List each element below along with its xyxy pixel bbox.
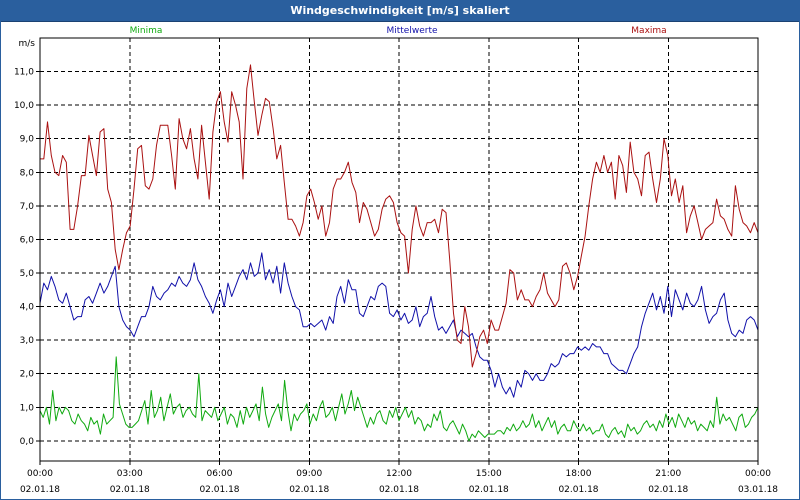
y-tick-label: 10,0 — [14, 101, 34, 111]
y-tick-label: 2,0 — [20, 370, 35, 380]
y-tick-label: 11,0 — [14, 68, 34, 78]
window-titlebar: Windgeschwindigkeit [m/s] skaliert — [0, 0, 800, 22]
series-line-mittelwerte — [39, 252, 759, 398]
y-tick-label: 1,0 — [20, 403, 35, 413]
window-title: Windgeschwindigkeit [m/s] skaliert — [290, 4, 510, 17]
y-tick-label: 8,0 — [20, 168, 35, 178]
legend-entry-minima: Minima — [130, 26, 163, 36]
x-tick-date-label: 02.01.18 — [289, 485, 329, 495]
x-tick-date-label: 02.01.18 — [199, 485, 239, 495]
y-tick-label: 9,0 — [20, 135, 35, 145]
plot-border — [39, 37, 759, 462]
legend-entry-maxima: Maxima — [631, 26, 666, 36]
x-tick-time-label: 12:00 — [386, 469, 412, 479]
x-tick-time-label: 00:00 — [27, 469, 53, 479]
y-tick-label: 0,0 — [20, 437, 35, 447]
x-tick-date-label: 03.01.18 — [738, 485, 778, 495]
y-tick-label: 3,0 — [20, 336, 35, 346]
legend-entry-mittelwerte: Mittelwerte — [386, 26, 437, 36]
x-tick-time-label: 06:00 — [207, 469, 233, 479]
y-tick-label: 6,0 — [20, 235, 35, 245]
y-tick-label: 5,0 — [20, 269, 35, 279]
series-line-maxima — [40, 64, 759, 368]
x-tick-time-label: 21:00 — [655, 469, 681, 479]
wind-speed-chart: 0,0 1,0 2,0 3,0 4,0 5,0 6,0 7,0 8,0 9,0 10,0 11,0 00… — [14, 26, 778, 495]
x-tick-date-label: 02.01.18 — [20, 485, 60, 495]
y-tick-label: 4,0 — [20, 303, 35, 313]
x-tick-date-label: 02.01.18 — [469, 485, 509, 495]
x-tick-date-label: 02.01.18 — [558, 485, 598, 495]
x-tick-date-label: 02.01.18 — [648, 485, 688, 495]
x-tick-time-label: 15:00 — [476, 469, 502, 479]
x-tick-date-label: 02.01.18 — [379, 485, 419, 495]
series-line-minima — [39, 356, 759, 442]
x-tick-time-label: 18:00 — [566, 469, 592, 479]
y-tick-label: 7,0 — [20, 202, 35, 212]
x-tick-time-label: 09:00 — [296, 469, 322, 479]
chart-frame: 0,0 1,0 2,0 3,0 4,0 5,0 6,0 7,0 8,0 9,0 10,0 11,0 00… — [0, 21, 800, 500]
x-tick-time-label: 03:00 — [117, 469, 143, 479]
y-axis-label: m/s — [19, 39, 36, 49]
x-tick-time-label: 00:00 — [745, 469, 771, 479]
x-tick-date-label: 02.01.18 — [110, 485, 150, 495]
